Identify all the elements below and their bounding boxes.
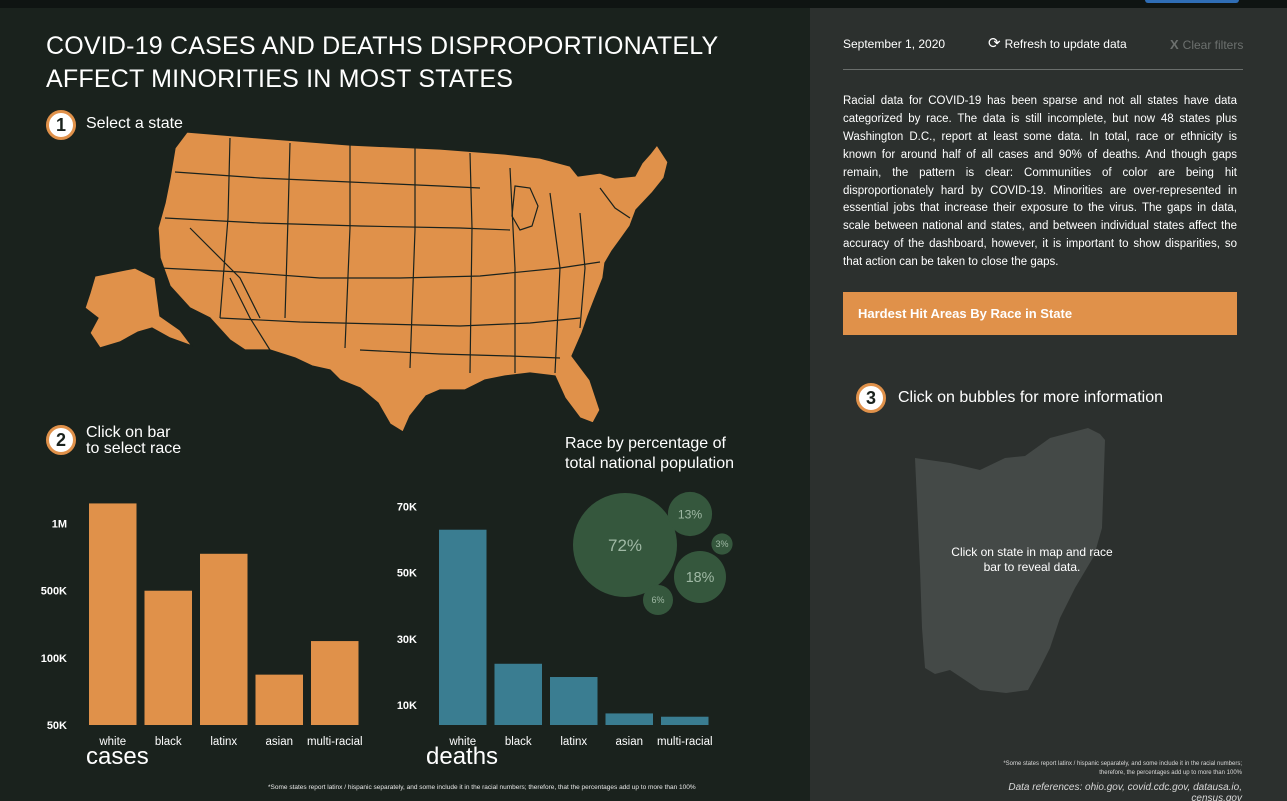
bar-white[interactable] (439, 529, 487, 725)
bar-asian[interactable] (255, 674, 304, 725)
y-tick-label: 30K (397, 634, 417, 646)
bar-latinx[interactable] (550, 677, 598, 725)
refresh-label: Refresh to update data (1004, 37, 1127, 51)
x-tick-label: asian (616, 736, 644, 745)
right-footnote: *Some states report latinx / hispanic se… (1003, 761, 1242, 776)
close-icon: X (1170, 37, 1179, 52)
bubble-label: 18% (686, 570, 715, 586)
clear-filters-label: Clear filters (1182, 37, 1244, 52)
left-panel: COVID-19 CASES AND DEATHS DISPROPORTIONA… (0, 8, 810, 801)
us-map[interactable] (60, 118, 680, 438)
step-label-line-1: Click on bar (86, 424, 171, 441)
step-label-line-2: to select race (86, 440, 182, 457)
bubble-72%[interactable] (573, 493, 677, 597)
bubble-label: 6% (651, 595, 664, 605)
right-panel: September 1, 2020 ⟳ Refresh to update da… (810, 8, 1287, 801)
x-tick-label: latinx (560, 736, 587, 745)
x-tick-label: multi-racial (657, 736, 713, 745)
step-label: Select a state (86, 115, 183, 132)
top-button[interactable] (1145, 0, 1239, 3)
y-tick-label: 500K (41, 586, 67, 598)
state-alaska[interactable] (84, 267, 194, 349)
deaths-chart: 70K 50K 30K 10K white black latinx asian multi-r… (397, 502, 713, 745)
x-tick-label: black (505, 736, 532, 745)
x-tick-label: multi-racial (307, 736, 363, 745)
page-title: COVID-19 CASES AND DEATHS DISPROPORTIONA… (46, 32, 718, 93)
bar-white[interactable] (89, 503, 137, 725)
x-tick-label: latinx (210, 736, 237, 745)
bubble-label: 3% (715, 539, 728, 549)
bar-multi-racial[interactable] (311, 641, 359, 725)
bubble-chart: 72% 13% 18% 6% 3% (573, 491, 733, 616)
intro-paragraph: Racial data for COVID-19 has been sparse… (843, 95, 1237, 269)
bar-latinx[interactable] (200, 553, 248, 725)
divider (843, 69, 1243, 70)
bar-multi-racial[interactable] (661, 716, 709, 725)
deaths-label: deaths (426, 743, 499, 770)
state-borders (159, 137, 631, 374)
refresh-icon: ⟳ (988, 35, 1001, 52)
top-bar (0, 0, 1287, 8)
y-tick-label: 50K (397, 568, 417, 580)
bubble-label: 72% (608, 536, 642, 555)
y-tick-label: 1M (52, 519, 67, 531)
y-tick-label: 50K (47, 720, 67, 732)
bubble-13%[interactable] (667, 491, 713, 537)
cases-chart: 1M 500K 100K 50K white black latinx asian multi-… (41, 503, 363, 745)
ohio-state-shape[interactable] (910, 428, 1130, 698)
left-footnote: *Some states report latinx / hispanic se… (268, 784, 696, 791)
bubble-label: 13% (678, 507, 703, 521)
bubble-6%[interactable] (642, 584, 674, 616)
date-label: September 1, 2020 (843, 37, 946, 51)
bubble-chart-title: Race by percentage of total national pop… (565, 435, 735, 472)
bar-asian[interactable] (605, 713, 654, 725)
step-number: 2 (46, 425, 76, 455)
x-tick-label: black (155, 736, 182, 745)
step-number: 1 (46, 110, 76, 140)
y-tick-label: 100K (41, 653, 67, 665)
clear-filters-button[interactable]: X Clear filters (1170, 37, 1243, 52)
hardest-hit-button[interactable]: Hardest Hit Areas By Race in State (843, 292, 1237, 335)
step-3: 3 Click on bubbles for more information (856, 383, 1163, 413)
reveal-text: Click on state in map and race bar to re… (951, 545, 1113, 574)
x-tick-label: white (98, 736, 126, 745)
refresh-button[interactable]: ⟳ Refresh to update data (988, 35, 1127, 52)
bar-black[interactable] (144, 590, 193, 725)
bubble-18%[interactable] (674, 551, 726, 603)
y-tick-label: 10K (397, 700, 417, 712)
step-label: Click on bar to select race (86, 425, 181, 457)
x-tick-label: asian (266, 736, 294, 745)
bar-black[interactable] (494, 663, 543, 725)
cases-label: cases (86, 743, 149, 770)
step-1: 1 Select a state (46, 110, 183, 140)
step-label: Click on bubbles for more information (898, 389, 1164, 406)
y-tick-label: 70K (397, 502, 417, 514)
data-references: Data references: ohio.gov, covid.cdc.gov… (1008, 782, 1242, 801)
step-2: 2 Click on bar to select race (46, 425, 181, 457)
bubble-3%[interactable] (711, 533, 733, 555)
step-number: 3 (856, 383, 886, 413)
x-tick-label: white (448, 736, 476, 745)
